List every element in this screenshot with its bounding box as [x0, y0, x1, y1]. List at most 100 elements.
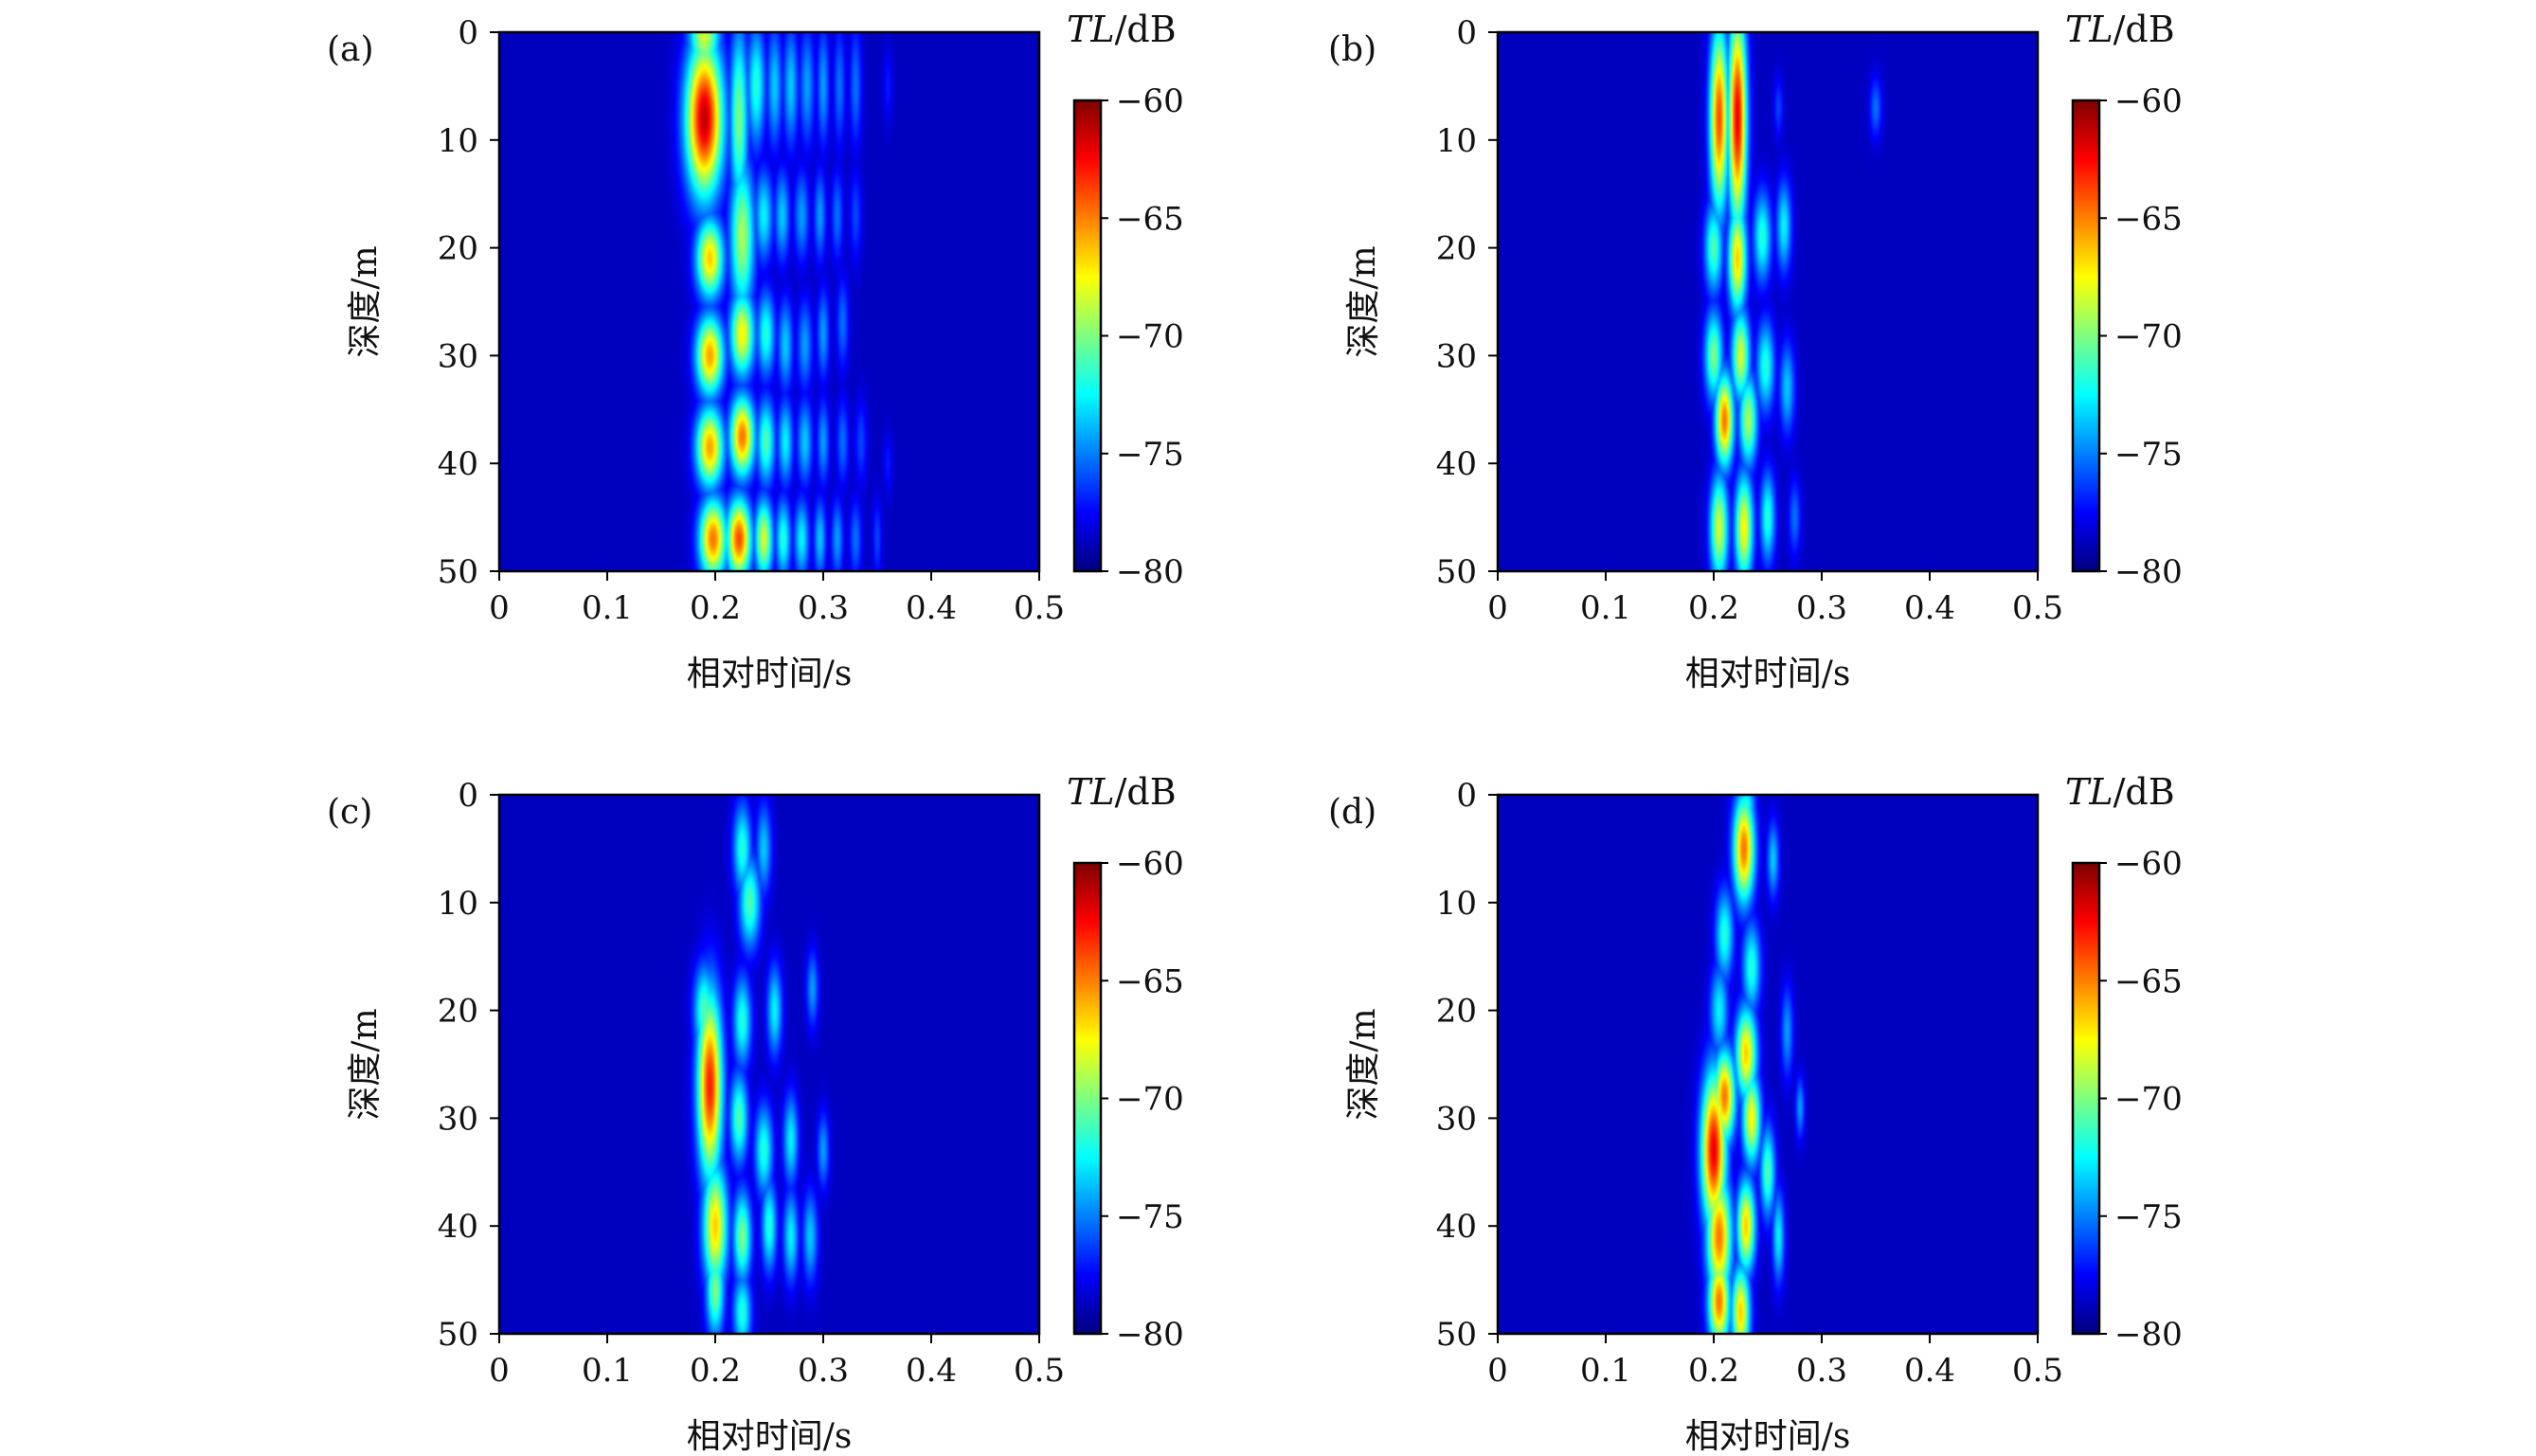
colorbar-tick-label: −70 — [1116, 1081, 1184, 1119]
colorbar-title-unit: /dB — [2113, 771, 2175, 813]
colorbar-title-symbol: TL — [1067, 771, 1115, 813]
colorbar — [2071, 99, 2101, 573]
x-tick-label: 0.1 — [582, 589, 633, 627]
x-tick-label: 0 — [1487, 1352, 1508, 1390]
y-tick-label: 10 — [438, 885, 478, 923]
colorbar-title-symbol: TL — [2065, 9, 2113, 50]
panel-label: (a) — [327, 30, 374, 69]
colorbar-title-unit: /dB — [2113, 9, 2175, 50]
heatmap-image-a — [499, 32, 1039, 571]
colorbar — [1072, 99, 1103, 573]
x-tick-label: 0.5 — [1014, 589, 1065, 627]
colorbar-tick-label: −65 — [2114, 200, 2183, 238]
x-tick-label: 0.5 — [1014, 1352, 1065, 1390]
x-tick-label: 0.1 — [1580, 1352, 1631, 1390]
y-tick-label: 0 — [458, 777, 478, 815]
colorbar-tick-label: −75 — [2114, 1198, 2183, 1236]
y-tick-label: 0 — [1456, 777, 1477, 815]
panel-label: (d) — [1328, 793, 1376, 832]
y-tick-label: 20 — [1436, 993, 1477, 1031]
panel-b: 0 0.1 0.2 0.3 0.4 0.5 0 10 20 30 40 50 相对时间/s 深度/m (b)… — [1328, 9, 2183, 693]
x-tick-label: 0.3 — [1796, 589, 1847, 627]
colorbar-title: TL/dB — [1067, 771, 1177, 813]
colorbar — [2071, 861, 2101, 1336]
y-tick-label: 30 — [438, 337, 478, 375]
y-tick-label: 50 — [1436, 1316, 1477, 1354]
x-tick-label: 0.4 — [906, 1352, 957, 1390]
colorbar-tick-label: −70 — [2114, 1081, 2183, 1119]
y-tick-label: 50 — [438, 1316, 478, 1354]
x-tick-label: 0.2 — [1688, 1352, 1739, 1390]
plot-frame — [497, 793, 1041, 1336]
plot-frame — [1496, 793, 2040, 1336]
y-tick-label: 50 — [1436, 553, 1477, 591]
plot-frame — [497, 30, 1041, 573]
y-axis-label: 深度/m — [346, 245, 385, 357]
x-axis-label: 相对时间/s — [687, 655, 853, 693]
panel-d: 0 0.1 0.2 0.3 0.4 0.5 0 10 20 30 40 50 相对时间/s 深度/m (d)… — [1328, 771, 2183, 1456]
colorbar-tick-label: −65 — [2114, 962, 2183, 1000]
x-tick-label: 0.2 — [690, 1352, 741, 1390]
colorbar-tick-label: −70 — [1116, 318, 1184, 356]
plot-frame — [1496, 30, 2040, 573]
x-axis-label: 相对时间/s — [1685, 655, 1851, 693]
x-axis-label: 相对时间/s — [687, 1417, 853, 1456]
y-tick-label: 0 — [1456, 14, 1477, 52]
colorbar-tick-label: −65 — [1116, 200, 1184, 238]
colorbar-title-unit: /dB — [1115, 9, 1177, 50]
x-tick-label: 0.5 — [2012, 1352, 2063, 1390]
colorbar-tick-label: −60 — [1116, 82, 1184, 120]
y-axis-label: 深度/m — [1344, 245, 1383, 357]
colorbar-tick-label: −80 — [1116, 1316, 1184, 1354]
x-tick-label: 0.1 — [582, 1352, 633, 1390]
colorbar-tick-label: −80 — [1116, 553, 1184, 591]
colorbar-tick-label: −60 — [1116, 845, 1184, 883]
x-axis-label: 相对时间/s — [1685, 1417, 1851, 1456]
y-tick-label: 10 — [1436, 885, 1477, 923]
x-tick-label: 0.2 — [1688, 589, 1739, 627]
colorbar-title-symbol: TL — [1067, 9, 1115, 50]
colorbar — [1072, 861, 1103, 1336]
y-tick-label: 40 — [438, 445, 478, 483]
colorbar-title: TL/dB — [2065, 9, 2175, 50]
heatmap-image-c — [499, 795, 1039, 1334]
y-tick-label: 20 — [438, 230, 478, 268]
x-tick-label: 0 — [489, 1352, 510, 1390]
x-tick-label: 0.4 — [1904, 589, 1955, 627]
x-tick-label: 0.3 — [798, 1352, 849, 1390]
x-tick-label: 0.3 — [1796, 1352, 1847, 1390]
x-tick-label: 0.2 — [690, 589, 741, 627]
y-tick-label: 0 — [458, 14, 478, 52]
y-tick-label: 50 — [438, 553, 478, 591]
colorbar-title: TL/dB — [1067, 9, 1177, 50]
y-tick-label: 30 — [1436, 337, 1477, 375]
y-tick-label: 40 — [1436, 445, 1477, 483]
panel-c: 0 0.1 0.2 0.3 0.4 0.5 0 10 20 30 40 50 相对时间/s 深度/m (c)… — [327, 771, 1184, 1456]
panel-label: (c) — [327, 793, 372, 832]
heatmap-image-d — [1498, 795, 2038, 1334]
y-tick-label: 20 — [1436, 230, 1477, 268]
colorbar-tick-label: −65 — [1116, 962, 1184, 1000]
y-tick-label: 30 — [438, 1100, 478, 1138]
y-tick-label: 30 — [1436, 1100, 1477, 1138]
y-tick-label: 10 — [1436, 122, 1477, 160]
x-tick-label: 0.3 — [798, 589, 849, 627]
y-tick-label: 40 — [438, 1208, 478, 1246]
colorbar-title: TL/dB — [2065, 771, 2175, 813]
colorbar-title-symbol: TL — [2065, 771, 2113, 813]
y-axis-label: 深度/m — [346, 1008, 385, 1120]
heatmap-image-b — [1498, 32, 2038, 571]
x-tick-label: 0 — [489, 589, 510, 627]
x-tick-label: 0.4 — [906, 589, 957, 627]
colorbar-title-unit: /dB — [1115, 771, 1177, 813]
x-tick-label: 0.1 — [1580, 589, 1631, 627]
colorbar-tick-label: −75 — [2114, 436, 2183, 474]
colorbar-tick-label: −75 — [1116, 1198, 1184, 1236]
colorbar-tick-label: −80 — [2114, 1316, 2183, 1354]
colorbar-tick-label: −75 — [1116, 436, 1184, 474]
x-tick-label: 0.5 — [2012, 589, 2063, 627]
colorbar-tick-label: −60 — [2114, 845, 2183, 883]
colorbar-tick-label: −80 — [2114, 553, 2183, 591]
x-tick-label: 0 — [1487, 589, 1508, 627]
